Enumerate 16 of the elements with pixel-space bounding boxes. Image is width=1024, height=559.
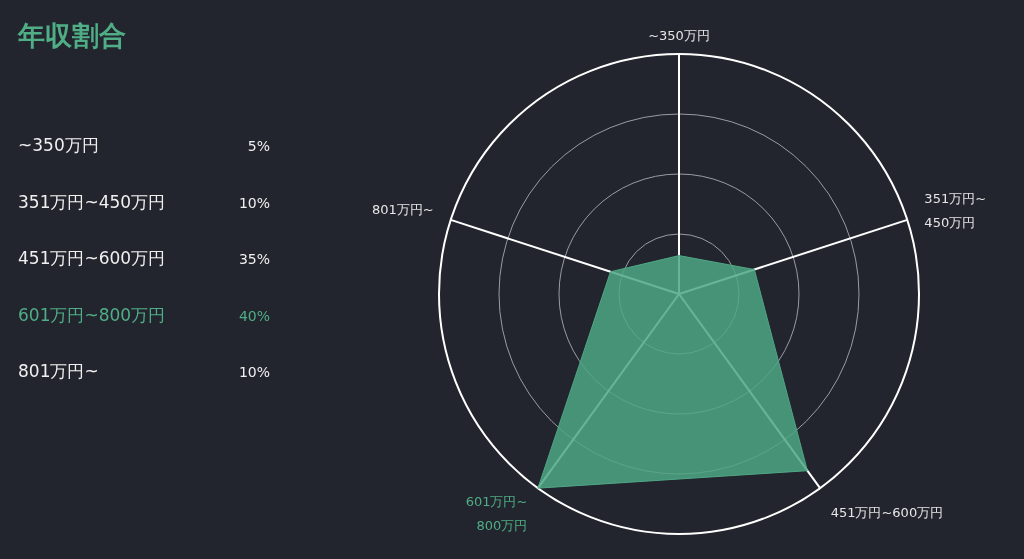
spoke-label: 801万円~	[371, 202, 434, 218]
text: 5%	[247, 138, 270, 154]
text: 10%	[238, 364, 270, 380]
category-label: 801万円~	[18, 361, 99, 381]
spoke-label: 351万円~450万円	[924, 191, 987, 231]
category-label: 451万円~600万円	[18, 248, 166, 268]
category-label: 351万円~450万円	[18, 191, 166, 212]
spoke-label: ~350万円	[648, 28, 710, 43]
category-label: ~350万円	[18, 135, 99, 155]
spoke-label: 451万円~600万円	[830, 504, 944, 520]
text: 40%	[238, 307, 270, 324]
category-label: 601万円~800万円	[18, 304, 166, 325]
text: 10%	[238, 194, 270, 211]
text: 年収割合	[17, 20, 126, 51]
spoke-label: 601万円~800万円	[465, 493, 528, 533]
text: 35%	[238, 251, 270, 267]
